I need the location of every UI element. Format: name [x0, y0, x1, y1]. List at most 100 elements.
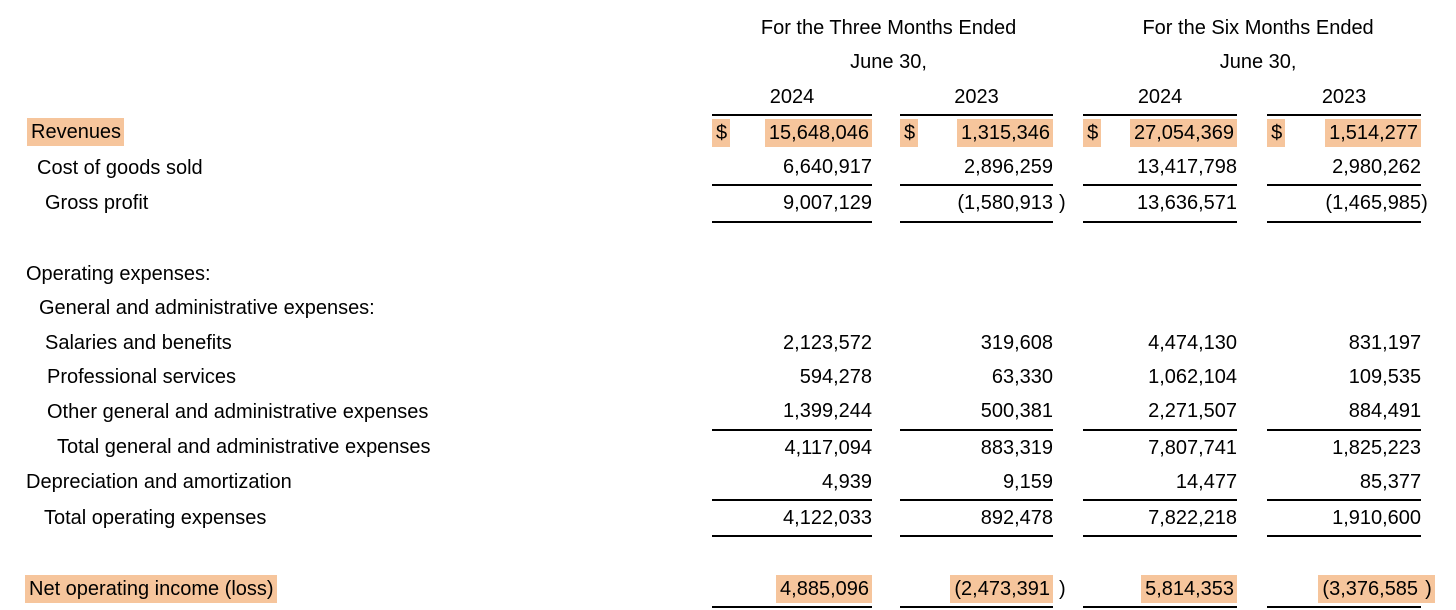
- column-gap: [1249, 257, 1267, 291]
- dollar-sign: $: [900, 118, 919, 147]
- column-gap: [1249, 115, 1267, 150]
- currency-cell: [1083, 430, 1111, 465]
- column-gap: [1065, 360, 1083, 394]
- amount-value: 7,822,218: [1148, 507, 1238, 530]
- year-header-six-2024: 2024: [1083, 79, 1238, 116]
- amount-cell: [740, 291, 872, 325]
- table-body: For the Three Months Ended For the Six M…: [0, 11, 1435, 609]
- row-label: Professional services: [47, 365, 236, 388]
- paren-cell: [1421, 465, 1433, 500]
- empty-cell: [1237, 80, 1249, 115]
- column-gap: [884, 80, 900, 115]
- amount-value: 27,054,369: [1129, 118, 1238, 147]
- amount-cell: 13,417,798: [1111, 150, 1238, 187]
- table-row: Other general and administrative expense…: [0, 394, 1433, 431]
- column-gap: [1249, 185, 1267, 221]
- amount-value: 9,007,129: [783, 192, 872, 215]
- spacer-row: [0, 536, 1433, 571]
- currency-cell: [1083, 185, 1112, 223]
- currency-cell: [900, 185, 928, 223]
- amount-value: 1,315,346: [957, 118, 1053, 147]
- row-label: General and administrative expenses:: [39, 297, 375, 320]
- paren-cell: [1053, 291, 1065, 325]
- date-header-row: June 30, June 30,: [0, 45, 1433, 79]
- table-row: General and administrative expenses:: [0, 291, 1433, 325]
- amount-value: (3,376,585: [1318, 574, 1422, 603]
- amount-cell: 4,122,033: [740, 500, 872, 538]
- table-row: Total general and administrative expense…: [0, 430, 1433, 465]
- amount-value: 1,399,244: [783, 400, 872, 423]
- currency-cell: [900, 500, 928, 538]
- column-gap: [1065, 257, 1083, 291]
- amount-value: 85,377: [1359, 470, 1422, 493]
- row-label: Salaries and benefits: [45, 331, 232, 354]
- paren-cell: [1421, 291, 1433, 325]
- amount-cell: 1,910,600: [1295, 500, 1422, 538]
- amount-value: 1,910,600: [1332, 507, 1422, 530]
- amount-value: 6,640,917: [783, 156, 872, 179]
- amount-cell: 500,381: [928, 394, 1053, 431]
- currency-cell: $: [900, 115, 928, 150]
- currency-cell: [712, 571, 740, 609]
- paren-cell: ): [1421, 185, 1433, 221]
- closing-paren: ): [1059, 192, 1066, 215]
- column-gap: [1249, 430, 1267, 465]
- amount-value: 319,608: [980, 331, 1053, 354]
- currency-cell: [712, 360, 740, 394]
- amount-cell: 14,477: [1111, 464, 1238, 502]
- paren-cell: [1421, 326, 1433, 360]
- amount-cell: 892,478: [928, 500, 1053, 538]
- column-gap: [1065, 45, 1083, 79]
- amount-value: 831,197: [1348, 331, 1422, 354]
- currency-cell: [1267, 257, 1295, 291]
- amount-value: 883,319: [980, 436, 1053, 459]
- currency-cell: $: [1083, 115, 1111, 150]
- amount-cell: 2,271,507: [1111, 394, 1238, 431]
- currency-cell: [712, 257, 740, 291]
- currency-cell: [712, 185, 740, 223]
- amount-value: 2,980,262: [1332, 156, 1422, 179]
- amount-cell: 4,474,130: [1111, 326, 1237, 360]
- currency-cell: [1267, 464, 1296, 502]
- amount-value: 13,417,798: [1136, 156, 1238, 179]
- currency-cell: [900, 257, 928, 291]
- amount-value: 2,271,507: [1148, 400, 1238, 423]
- row-label: Total operating expenses: [44, 507, 267, 530]
- paren-cell: [1421, 500, 1433, 536]
- amount-cell: [1111, 257, 1237, 291]
- column-gap: [1065, 115, 1083, 150]
- spacer-cell: [0, 222, 1433, 257]
- amount-cell: (2,473,391: [928, 571, 1053, 609]
- dollar-sign: $: [1267, 118, 1286, 147]
- amount-value: 884,491: [1348, 400, 1422, 423]
- paren-cell: [872, 572, 884, 607]
- paren-cell: [872, 185, 884, 221]
- paren-cell: [1053, 326, 1065, 360]
- column-gap: [884, 500, 900, 536]
- currency-cell: [1083, 500, 1112, 538]
- currency-cell: [1083, 291, 1111, 325]
- paren-cell: [872, 291, 884, 325]
- financial-table: For the Three Months Ended For the Six M…: [0, 11, 1435, 609]
- paren-cell: [1237, 115, 1249, 150]
- row-label: Total general and administrative expense…: [57, 436, 431, 459]
- table-row: Cost of goods sold 6,640,917 2,896,259 13,4…: [0, 150, 1433, 187]
- paren-cell: [1421, 115, 1433, 150]
- paren-cell: [872, 150, 884, 185]
- amount-value: 109,535: [1348, 365, 1422, 388]
- amount-value: (1,465,985: [1325, 192, 1422, 215]
- amount-cell: 4,117,094: [740, 430, 873, 465]
- currency-cell: [1083, 257, 1111, 291]
- amount-cell: [1295, 291, 1421, 325]
- amount-cell: 1,399,244: [740, 394, 872, 431]
- amount-value: 2,896,259: [964, 156, 1053, 179]
- currency-cell: [1083, 150, 1112, 187]
- period-header-row: For the Three Months Ended For the Six M…: [0, 11, 1433, 45]
- spacer-row: [0, 222, 1433, 257]
- column-gap: [884, 430, 900, 465]
- amount-cell: 831,197: [1295, 326, 1421, 360]
- paren-cell: [1237, 572, 1249, 607]
- paren-cell: [872, 257, 884, 291]
- paren-cell: [1053, 360, 1065, 394]
